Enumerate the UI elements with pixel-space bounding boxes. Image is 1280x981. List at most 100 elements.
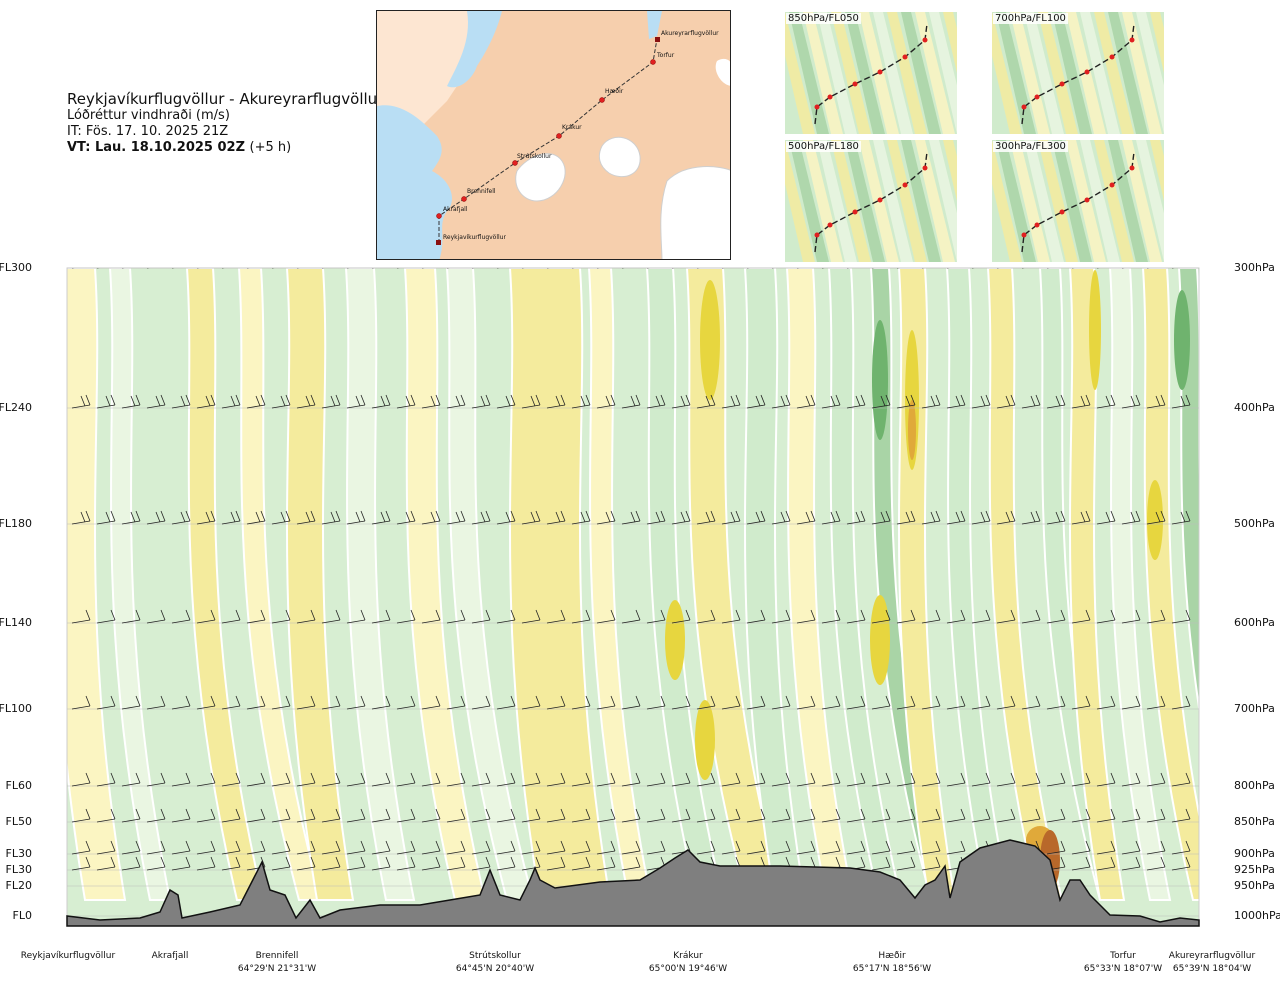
wind-barb <box>571 772 591 787</box>
wind-barb <box>947 268 950 269</box>
wind-barb <box>722 268 725 269</box>
wind-barb <box>796 394 816 409</box>
wind-barb <box>196 856 216 871</box>
wind-barb <box>571 510 591 525</box>
wind-barb <box>446 840 466 855</box>
wind-barb <box>197 268 200 269</box>
wind-barb <box>171 856 191 871</box>
wind-barb <box>96 609 116 624</box>
velocity-band <box>1141 268 1199 901</box>
wind-barb <box>821 609 841 624</box>
waypoint-label: Strútskollur <box>469 951 521 961</box>
wind-barb <box>871 808 891 823</box>
wind-barb <box>321 510 341 525</box>
wind-barb <box>196 695 216 710</box>
waypoint-coord: 65°33'N 18°07'W <box>1083 964 1163 974</box>
wind-barb <box>1096 772 1116 787</box>
wind-barb <box>547 268 550 269</box>
hpa-label: 800hPa <box>1234 779 1275 792</box>
map-label-akrafjall: Akrafjall <box>443 206 468 213</box>
wind-barb <box>922 268 925 269</box>
wind-barb <box>396 609 416 624</box>
wind-barb <box>1096 695 1116 710</box>
wind-barb <box>746 772 766 787</box>
wind-barb <box>296 840 316 855</box>
waypoint-label: Akrafjall <box>151 951 189 961</box>
wind-barb <box>171 840 191 855</box>
waypoint-label: Hæðir <box>878 951 906 961</box>
wind-barb <box>696 808 716 823</box>
wind-barb <box>1121 510 1141 525</box>
wind-barb <box>196 609 216 624</box>
wind-barb <box>546 510 566 525</box>
wind-barb <box>346 609 366 624</box>
wind-barb <box>921 695 941 710</box>
wind-barb <box>346 840 366 855</box>
wind-barb <box>996 772 1016 787</box>
wind-barb <box>621 609 641 624</box>
wind-barb <box>546 856 566 871</box>
wind-barb <box>296 394 316 409</box>
hpa-label: 900hPa <box>1234 847 1275 860</box>
wind-barb <box>521 394 541 409</box>
wind-barb <box>71 394 91 409</box>
wind-barb <box>446 772 466 787</box>
hpa-label: 925hPa <box>1234 863 1275 876</box>
wind-barb <box>746 609 766 624</box>
wind-barb <box>1122 268 1125 269</box>
wind-barb <box>946 808 966 823</box>
wind-barb <box>146 772 166 787</box>
wind-barb <box>521 609 541 624</box>
wind-barb <box>296 808 316 823</box>
wind-barb <box>497 268 500 269</box>
hpa-label: 300hPa <box>1234 261 1275 274</box>
fl-label: FL0 <box>12 909 32 922</box>
wind-barb <box>296 609 316 624</box>
hpa-label: 850hPa <box>1234 815 1275 828</box>
wind-barb <box>347 268 350 269</box>
wind-barb <box>396 394 416 409</box>
wind-barb <box>446 394 466 409</box>
wind-barb <box>821 510 841 525</box>
waypoint-label: Reykjavíkurflugvöllur <box>20 951 116 961</box>
map-label-krakur: Krákur <box>562 124 582 131</box>
wind-barb <box>396 856 416 871</box>
wind-barb <box>596 695 616 710</box>
wind-barb <box>271 856 291 871</box>
wind-barb <box>621 695 641 710</box>
wind-barb <box>871 609 891 624</box>
waypoint-coord: 64°29'N 21°31'W <box>237 964 317 974</box>
wind-barb <box>1146 394 1166 409</box>
wind-barb <box>596 510 616 525</box>
wind-barb <box>321 609 341 624</box>
wind-barb <box>621 394 641 409</box>
wind-barb <box>771 394 791 409</box>
wind-barb <box>1071 510 1091 525</box>
wind-barb <box>596 808 616 823</box>
wind-barb <box>1071 856 1091 871</box>
wind-barb <box>296 772 316 787</box>
wind-barb <box>647 268 650 269</box>
wind-barb <box>872 268 875 269</box>
wind-barb <box>871 510 891 525</box>
wind-barb <box>996 609 1016 624</box>
wind-barb <box>496 394 516 409</box>
wind-barb <box>196 772 216 787</box>
wind-barb <box>1071 808 1091 823</box>
route-title: Reykjavíkurflugvöllur - Akureyrarflugvöl… <box>67 90 384 108</box>
wind-barb <box>796 695 816 710</box>
wind-barb <box>346 856 366 871</box>
wind-barb <box>721 394 741 409</box>
wind-barb <box>1071 609 1091 624</box>
wind-barb <box>1071 394 1091 409</box>
waypoint-label: Krákur <box>673 951 703 961</box>
wind-barb <box>421 840 441 855</box>
velocity-core <box>695 700 715 780</box>
wind-barb <box>271 808 291 823</box>
wind-barb <box>921 772 941 787</box>
wind-barb <box>171 772 191 787</box>
wind-barb <box>471 695 491 710</box>
waypoint-label: Akureyrarflugvöllur <box>1168 951 1256 961</box>
wind-barb <box>247 268 250 269</box>
wind-barb <box>271 609 291 624</box>
